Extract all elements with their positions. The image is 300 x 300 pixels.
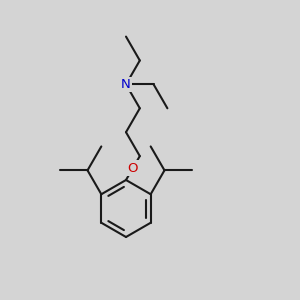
Text: O: O (128, 161, 138, 175)
Text: N: N (121, 78, 131, 91)
